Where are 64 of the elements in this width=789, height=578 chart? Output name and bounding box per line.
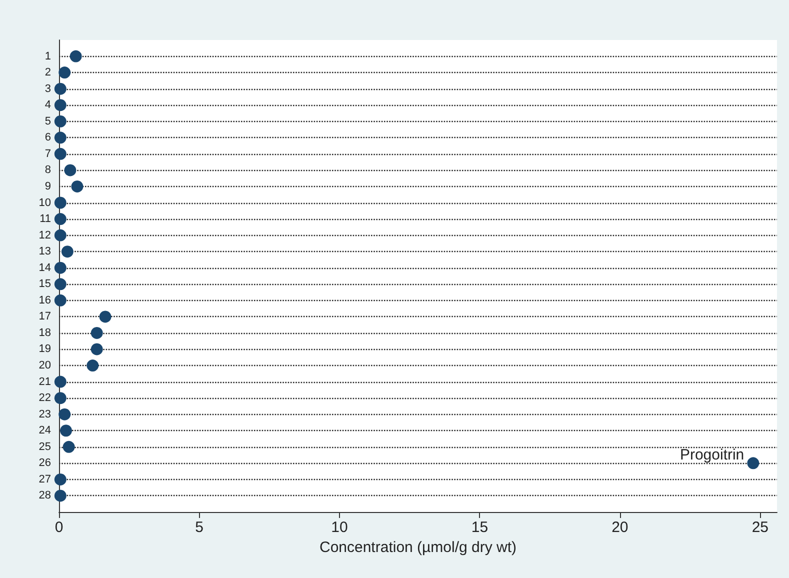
point [54, 262, 66, 274]
point [54, 82, 66, 95]
x-tick-label: 5 [195, 519, 204, 536]
point [58, 66, 71, 79]
y-tick-label: 10 [38, 196, 51, 209]
y-tick-label: 24 [38, 424, 51, 437]
point [61, 246, 74, 258]
x-tick-label: 10 [331, 519, 348, 536]
y-tick-label: 25 [38, 440, 51, 453]
x-tick-label: 20 [612, 519, 628, 536]
y-tick-label: 8 [44, 164, 51, 176]
y-tick-label: 12 [38, 229, 51, 242]
y-tick-label: 19 [38, 343, 51, 356]
point [54, 148, 66, 160]
point [54, 213, 66, 226]
y-tick-label: 1 [44, 50, 51, 62]
point [54, 229, 66, 242]
point [90, 343, 103, 356]
point [62, 440, 75, 453]
point [90, 326, 103, 339]
y-tick-label: 2 [44, 66, 51, 79]
point [54, 392, 66, 404]
y-tick-label: 6 [44, 132, 51, 144]
point [54, 99, 66, 112]
y-tick-label: 20 [38, 360, 51, 372]
y-tick-label: 22 [38, 392, 51, 404]
y-tick-label: 13 [38, 246, 51, 258]
x-tick-label: 0 [54, 519, 64, 536]
x-axis-title: Concentration (µmol/g dry wt) [319, 538, 517, 556]
annotation: Progoitrin [680, 446, 744, 464]
y-tick-label: 23 [38, 408, 51, 420]
point [747, 457, 760, 470]
y-tick-label: 21 [38, 376, 51, 388]
point [54, 278, 66, 290]
point [54, 376, 66, 388]
point [54, 196, 66, 209]
point [60, 424, 72, 437]
y-tick-label: 17 [38, 310, 51, 323]
y-tick-label: 11 [40, 213, 51, 226]
point [64, 164, 76, 176]
point [54, 473, 66, 486]
point [99, 310, 112, 323]
y-tick-label: 3 [44, 82, 51, 95]
point [70, 50, 82, 62]
point [86, 360, 99, 372]
y-tick-label: 27 [38, 473, 51, 486]
point [54, 115, 66, 128]
point [54, 294, 66, 306]
point [54, 132, 66, 144]
x-tick-label: 15 [471, 519, 488, 536]
y-tick-label: 18 [38, 326, 51, 339]
x-tick-label: 25 [752, 519, 769, 536]
point [54, 490, 66, 502]
point [58, 408, 71, 420]
y-tick-label: 28 [38, 490, 51, 502]
y-tick-label: 15 [38, 278, 51, 290]
y-tick-label: 4 [44, 99, 51, 112]
y-tick-label: 16 [38, 294, 51, 306]
y-tick-label: 14 [38, 262, 51, 274]
y-tick-label: 9 [44, 180, 51, 192]
point [71, 180, 84, 192]
y-tick-label: 7 [44, 148, 51, 160]
y-tick-label: 5 [44, 115, 51, 128]
y-tick-label: 26 [38, 457, 51, 470]
